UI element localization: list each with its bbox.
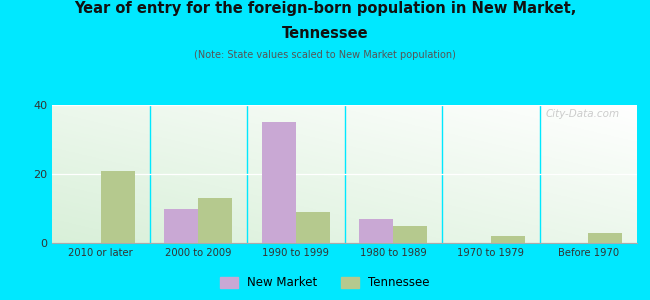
Text: City-Data.com: City-Data.com [545,109,619,119]
Bar [491,236,525,243]
Bar [588,233,623,243]
Bar [198,198,233,243]
Bar [261,122,296,243]
Bar [101,170,135,243]
Text: Year of entry for the foreign-born population in New Market,: Year of entry for the foreign-born popul… [74,2,576,16]
Bar [359,219,393,243]
Legend: New Market, Tennessee: New Market, Tennessee [215,272,435,294]
Text: Tennessee: Tennessee [281,26,369,40]
Bar [296,212,330,243]
Text: (Note: State values scaled to New Market population): (Note: State values scaled to New Market… [194,50,456,59]
Bar [164,208,198,243]
Bar [393,226,428,243]
